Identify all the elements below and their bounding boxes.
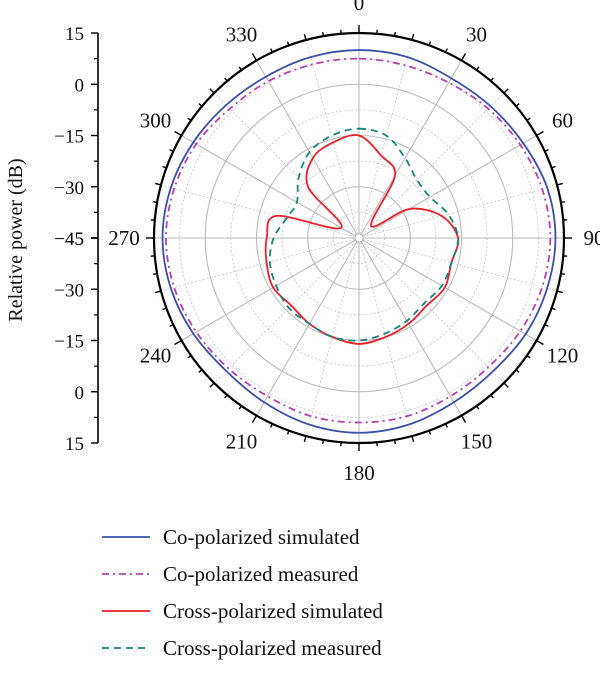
angle-tick [527, 356, 530, 358]
angle-tick [153, 202, 157, 203]
angle-tick [537, 341, 544, 345]
grid-spoke-minor [362, 241, 504, 383]
grid-center [355, 234, 363, 242]
angle-tick [412, 436, 414, 442]
angle-label: 240 [140, 344, 172, 368]
angle-tick [446, 424, 448, 428]
radial-axis: Relative power (dB) 15 15 0 0 −15 −15 −30 −30 −4… [5, 24, 98, 455]
angle-tick [225, 78, 228, 81]
angle-tick [175, 341, 182, 345]
angle-label: 180 [343, 461, 375, 485]
grid-spoke-minor [214, 241, 356, 383]
grid-spoke-minor [360, 40, 412, 234]
angle-label: 210 [226, 430, 258, 454]
angle-tick [323, 32, 324, 36]
angle-tick [516, 370, 519, 373]
polar-grid [154, 33, 564, 443]
angle-tick [188, 118, 191, 120]
angle-tick [557, 183, 563, 185]
grid-spoke-minor [363, 185, 557, 237]
legend-label: Co-polarized measured [163, 562, 359, 586]
angle-tick [199, 370, 202, 373]
angular-tick-labels: 0 30 60 90 120 150 180 210 240 270 300 330 [108, 0, 600, 485]
angle-label: 330 [226, 23, 258, 47]
angle-tick [271, 424, 273, 428]
angle-tick [477, 67, 479, 70]
legend-label: Cross-polarized measured [163, 636, 382, 660]
angle-tick [210, 383, 214, 387]
grid-spoke-minor [161, 239, 355, 291]
angle-tick [504, 383, 508, 387]
grid-spoke-minor [363, 239, 557, 291]
angle-tick [239, 406, 241, 409]
angle-tick [491, 78, 494, 81]
angle-tick [491, 395, 494, 398]
radial-tick-label: 15 [65, 24, 84, 45]
angle-tick [155, 291, 161, 293]
angle-tick [516, 104, 519, 107]
legend: Co-polarized simulated Co-polarized measu… [102, 525, 383, 660]
angle-tick [323, 440, 324, 444]
angle-tick [561, 274, 565, 275]
angle-tick [304, 34, 306, 40]
angle-label: 270 [108, 226, 140, 250]
grid-spoke-minor [306, 40, 358, 234]
y-axis-label: Relative power (dB) [5, 158, 27, 321]
angle-tick [561, 202, 565, 203]
angle-label: 120 [547, 344, 579, 368]
grid-spoke-minor [362, 93, 504, 235]
legend-label: Cross-polarized simulated [163, 599, 383, 623]
angle-tick [239, 67, 241, 70]
angle-tick [462, 416, 466, 423]
radial-tick-label: −15 [54, 127, 84, 148]
angle-tick [271, 49, 273, 53]
radial-tick-label: −30 [54, 178, 84, 199]
angle-label: 0 [354, 0, 365, 15]
radial-tick-label: −30 [54, 280, 84, 301]
angle-tick [253, 416, 257, 423]
angle-tick [545, 150, 549, 152]
angle-tick [170, 325, 174, 327]
angle-tick [175, 132, 182, 136]
angle-tick [304, 436, 306, 442]
angle-tick [477, 406, 479, 409]
angle-tick [188, 356, 191, 358]
angle-tick [225, 395, 228, 398]
legend-label: Co-polarized simulated [163, 525, 360, 549]
angle-label: 90 [584, 226, 600, 250]
angle-label: 300 [140, 109, 172, 133]
angle-tick [395, 440, 396, 444]
angle-tick [446, 49, 448, 53]
angle-tick [462, 54, 466, 61]
grid-spoke-minor [306, 242, 358, 436]
angle-label: 150 [461, 430, 493, 454]
radial-tick-label: −15 [54, 332, 84, 353]
angle-tick [199, 104, 202, 107]
angle-tick [412, 34, 414, 40]
angle-tick [210, 89, 214, 93]
angle-tick [170, 150, 174, 152]
radial-tick-label: 0 [75, 75, 85, 96]
angle-tick [504, 89, 508, 93]
grid-spoke-minor [161, 185, 355, 237]
angle-tick [155, 183, 161, 185]
grid-spoke-minor [360, 242, 412, 436]
grid-spoke-minor [214, 93, 356, 235]
radial-tick-label: 15 [65, 434, 84, 455]
radial-tick-label: 0 [75, 383, 85, 404]
radial-tick-label: −45 [54, 229, 84, 250]
angle-tick [545, 325, 549, 327]
angle-tick [395, 32, 396, 36]
angle-tick [153, 274, 157, 275]
angle-tick [537, 132, 544, 136]
angle-label: 60 [552, 109, 573, 133]
angle-label: 30 [466, 23, 487, 47]
angle-tick [557, 291, 563, 293]
angle-tick [527, 118, 530, 120]
angle-tick [253, 54, 257, 61]
